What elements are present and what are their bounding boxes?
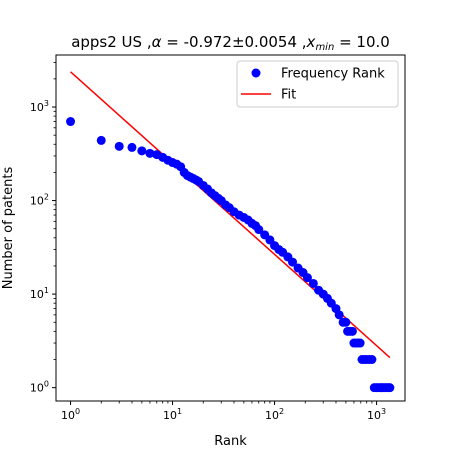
data-point-55	[348, 327, 357, 336]
data-point-64	[367, 355, 376, 364]
x-tick-label-4: 103	[367, 407, 386, 422]
legend-label-fit: Fit	[281, 88, 296, 103]
title-xmin-subscript: min	[315, 42, 334, 53]
legend: Frequency Rank Fit	[237, 61, 398, 107]
x-tick-label-2: 101	[163, 407, 182, 422]
title-xmin-value: = 10.0	[334, 33, 390, 51]
x-axis-label: Rank	[214, 434, 247, 449]
data-point-4	[127, 143, 136, 152]
y-tick-label-1: 100	[30, 380, 49, 395]
data-point-73	[385, 383, 394, 392]
legend-label-frequency-rank: Frequency Rank	[281, 67, 385, 82]
y-axis-label: Number of patents	[1, 167, 16, 290]
y-axis-ticks: 100 101 102 103	[30, 62, 56, 394]
title-xmin-symbol: x	[306, 33, 316, 51]
data-point-3	[115, 142, 124, 151]
data-point-5	[137, 146, 146, 155]
data-point-1	[66, 117, 75, 126]
title-alpha-symbol: α	[152, 33, 162, 51]
x-axis-ticks: 100 101 102 103	[61, 401, 386, 422]
legend-marker-frequency-rank	[252, 69, 261, 78]
data-point-2	[97, 136, 106, 145]
title-prefix: apps2 US ,	[71, 33, 151, 51]
scatter-points-layer	[66, 117, 394, 392]
x-tick-label-3: 102	[265, 407, 284, 422]
y-tick-label-3: 102	[30, 193, 49, 208]
x-tick-label-1: 100	[61, 407, 80, 422]
chart-title: apps2 US ,α = -0.972±0.0054 ,xmin = 10.0	[71, 33, 390, 53]
title-alpha-value: = -0.972±0.0054 ,	[161, 33, 306, 51]
data-point-59	[356, 339, 365, 348]
y-tick-label-4: 103	[30, 99, 49, 114]
y-tick-label-2: 101	[30, 286, 49, 301]
data-point-52	[341, 318, 350, 327]
